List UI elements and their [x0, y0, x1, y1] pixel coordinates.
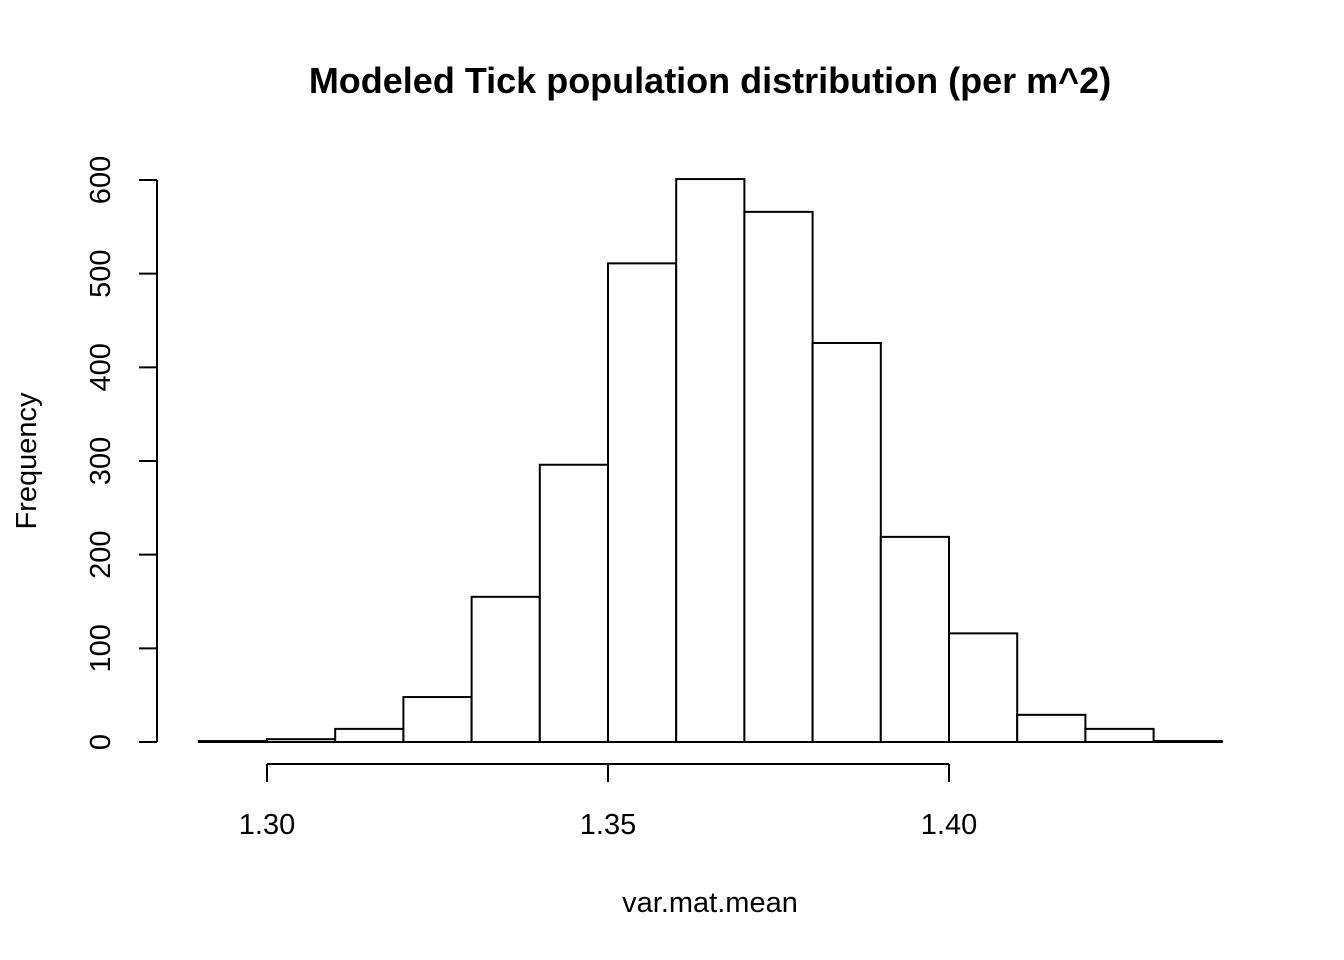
histogram-bar — [197, 740, 268, 744]
y-tick-label: 400 — [85, 343, 117, 391]
x-tick-label: 1.35 — [580, 809, 636, 841]
histogram-bar — [879, 535, 950, 743]
x-tick-label: 1.30 — [239, 809, 295, 841]
y-tick-label: 200 — [85, 530, 117, 578]
histogram-bar — [1084, 727, 1155, 743]
y-axis-label: Frequency — [11, 392, 43, 530]
histogram-bar — [266, 738, 337, 744]
y-axis: 0 100 200 300 400 500 600 — [85, 156, 158, 750]
y-tick-label: 100 — [85, 624, 117, 672]
y-tick-label: 300 — [85, 437, 117, 485]
y-tick-label: 500 — [85, 249, 117, 297]
histogram-bar — [538, 463, 609, 743]
y-tick-label: 0 — [85, 734, 117, 750]
histogram-bar — [402, 696, 473, 743]
histogram-bar — [743, 210, 814, 743]
bars-group — [197, 178, 1223, 744]
chart-title: Modeled Tick population distribution (pe… — [309, 60, 1111, 101]
histogram-bar — [334, 727, 405, 743]
y-tick-label: 600 — [85, 156, 117, 204]
x-tick-label: 1.40 — [921, 809, 977, 841]
histogram-bar — [948, 632, 1019, 744]
histogram-bar — [811, 341, 882, 743]
histogram-bar — [607, 262, 678, 743]
histogram-bar — [675, 178, 746, 743]
histogram-bar — [1016, 713, 1087, 744]
histogram-bar — [1152, 740, 1223, 744]
x-axis: 1.30 1.35 1.40 — [239, 763, 977, 841]
x-axis-label: var.mat.mean — [622, 887, 798, 919]
histogram-bar — [470, 595, 541, 743]
